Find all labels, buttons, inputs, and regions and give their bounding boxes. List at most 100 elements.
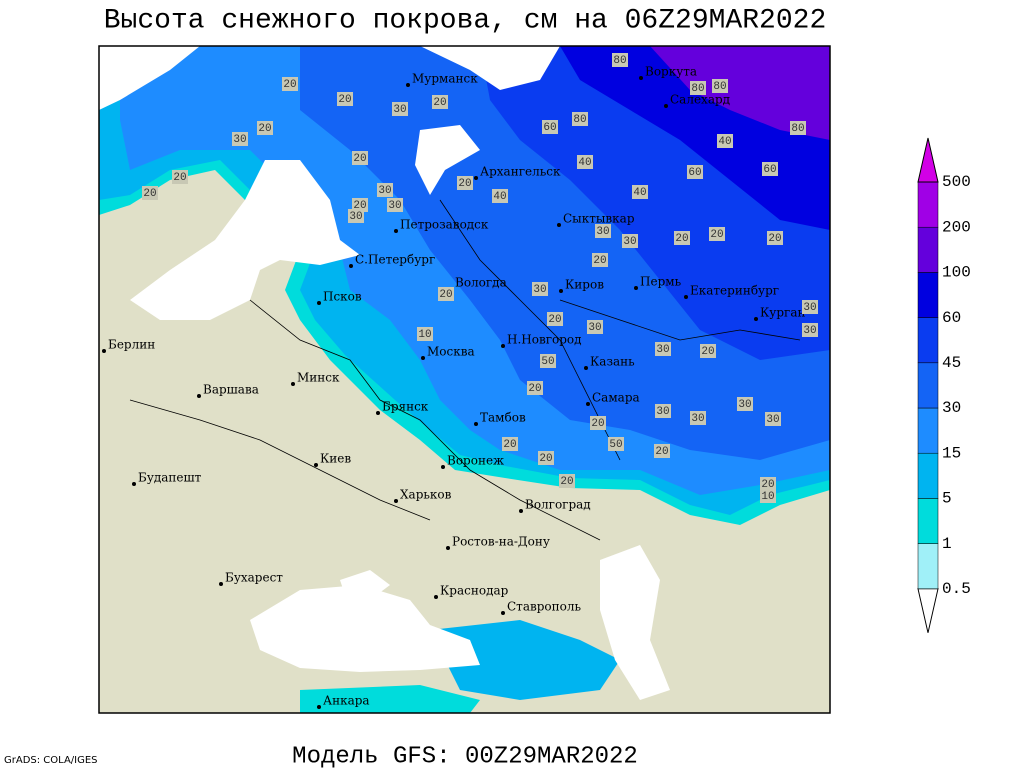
contour-label: 80	[573, 114, 586, 126]
city-label: Екатеринбург	[690, 284, 779, 298]
contour-label-box	[502, 437, 518, 451]
contour-label: 20	[768, 233, 781, 245]
colorbar-label: 15	[942, 444, 961, 462]
city-dot	[584, 366, 588, 370]
contour-label-box	[592, 253, 608, 267]
city-label: Киров	[565, 278, 604, 292]
contour-label-box	[690, 81, 706, 95]
contour-label: 20	[593, 255, 606, 267]
contour-label: 30	[378, 185, 391, 197]
contour-label-box	[632, 185, 648, 199]
city-label: Псков	[323, 290, 362, 304]
contour-label-box	[760, 477, 776, 491]
credit: GrADS: COLA/IGES	[4, 755, 98, 766]
city-label: Бухарест	[225, 571, 283, 585]
contour-label-box	[282, 77, 298, 91]
contour-label: 20	[503, 439, 516, 451]
city-dot	[634, 286, 638, 290]
contour-label-box	[387, 198, 403, 212]
contour-label: 10	[418, 329, 431, 341]
contour-label: 30	[233, 134, 246, 146]
city-dot	[394, 229, 398, 233]
city-dot	[394, 499, 398, 503]
contour-label: 60	[688, 167, 701, 179]
contour-label-box	[438, 287, 454, 301]
contour-label-box	[417, 327, 433, 341]
city-dot	[664, 104, 668, 108]
white-sea	[415, 125, 480, 195]
contour-label-box	[687, 165, 703, 179]
city-label: Киев	[320, 452, 351, 466]
colorbar-label: 5	[942, 490, 952, 508]
colorbar-label: 45	[942, 354, 961, 372]
azov-sea	[340, 570, 390, 600]
contour-label: 30	[349, 211, 362, 223]
contour-label-box	[655, 342, 671, 356]
colorbar-box	[917, 272, 939, 318]
contour-label-box	[700, 344, 716, 358]
contour-label-box	[802, 323, 818, 337]
contour-label: 30	[738, 399, 751, 411]
contour-label: 20	[528, 383, 541, 395]
contour-label: 60	[543, 122, 556, 134]
contour-label-box	[712, 79, 728, 93]
city-dot	[102, 349, 106, 353]
contour-label-box	[577, 155, 593, 169]
caspian-sea	[600, 545, 670, 700]
city-label: Петрозаводск	[400, 218, 489, 232]
contour-label: 20	[560, 476, 573, 488]
colorbar-box	[917, 362, 939, 409]
contour-label: 30	[588, 322, 601, 334]
city-label: Ставрополь	[507, 600, 581, 614]
colorbar-box	[917, 543, 939, 590]
contour-label-box	[654, 444, 670, 458]
contour-label: 20	[258, 123, 271, 135]
contour-label-box	[232, 132, 248, 146]
contour-label: 20	[701, 346, 714, 358]
contour-label: 20	[433, 97, 446, 109]
city-dot	[754, 317, 758, 321]
snow-100	[650, 46, 830, 140]
city-label: Сыктывкар	[563, 212, 635, 226]
colorbar-label: 1	[942, 535, 952, 553]
contour-label: 30	[656, 344, 669, 356]
city-dot	[474, 422, 478, 426]
contour-label-box	[547, 312, 563, 326]
contour-label: 40	[578, 157, 591, 169]
contour-label-box	[622, 234, 638, 248]
city-dot	[557, 223, 561, 227]
contour-label-box	[587, 320, 603, 334]
contour-label-box	[790, 121, 806, 135]
city-dot	[349, 264, 353, 268]
city-label: Тамбов	[480, 411, 526, 425]
contour-label: 30	[393, 104, 406, 116]
city-label: Краснодар	[440, 584, 509, 598]
contour-label-box	[760, 489, 776, 503]
colorbar-label: 60	[942, 309, 961, 327]
contour-label: 30	[656, 406, 669, 418]
city-dot	[291, 382, 295, 386]
contour-label: 80	[691, 83, 704, 95]
city-dot	[519, 509, 523, 513]
city-dot	[559, 289, 563, 293]
contour-label-box	[572, 112, 588, 126]
city-dot	[132, 482, 136, 486]
contour-label-box	[542, 120, 558, 134]
map	[99, 46, 830, 713]
contour-label: 10	[761, 491, 774, 503]
black-sea	[250, 585, 480, 672]
city-dot	[406, 83, 410, 87]
city-label: Воркута	[645, 65, 697, 79]
contour-label-box	[674, 231, 690, 245]
city-dot	[219, 582, 223, 586]
contour-label-box	[765, 412, 781, 426]
contour-label: 40	[718, 136, 731, 148]
contour-label: 30	[803, 302, 816, 314]
contour-label-box	[655, 404, 671, 418]
contour-label-box	[432, 95, 448, 109]
city-dot	[684, 295, 688, 299]
contour-label-box	[612, 53, 628, 67]
colorbar-box	[917, 407, 939, 454]
